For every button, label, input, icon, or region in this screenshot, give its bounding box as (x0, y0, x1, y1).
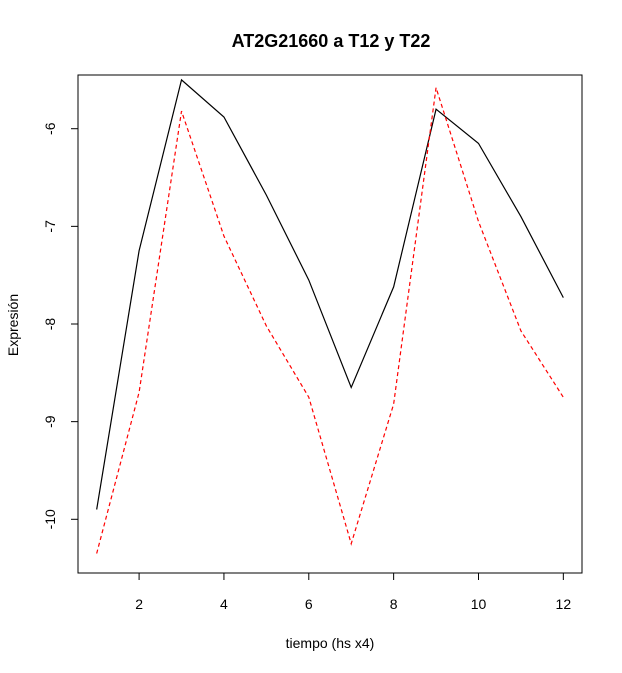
series-line-1 (96, 78, 564, 510)
x-tick-label: 4 (220, 596, 228, 612)
y-tick-label: -8 (42, 318, 58, 331)
plot-frame (77, 74, 583, 574)
y-axis: -10 -9 -8 -7 -6 (42, 122, 79, 529)
x-tick-label: 10 (471, 596, 487, 612)
series-layer (96, 78, 564, 554)
x-tick-label: 8 (390, 596, 398, 612)
chart-title: AT2G21660 a T12 y T22 (232, 31, 431, 51)
series-line-2 (96, 87, 564, 554)
x-axis-label: tiempo (hs x4) (286, 635, 375, 651)
y-axis-label: Expresión (5, 294, 21, 356)
y-tick-label: -10 (42, 509, 58, 529)
x-axis: 2 4 6 8 10 12 (135, 572, 572, 612)
x-tick-label: 6 (305, 596, 313, 612)
x-tick-label: 12 (556, 596, 572, 612)
x-tick-label: 2 (135, 596, 143, 612)
y-tick-label: -6 (42, 122, 58, 135)
y-tick-label: -7 (42, 220, 58, 233)
y-tick-label: -9 (42, 415, 58, 428)
